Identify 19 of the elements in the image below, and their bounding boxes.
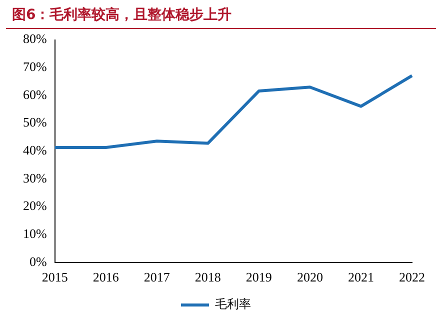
x-tick-label: 2015 <box>42 270 68 285</box>
chart-title: 图6：毛利率较高，且整体稳步上升 <box>6 0 436 29</box>
x-tick-label: 2018 <box>194 270 221 285</box>
x-tick-label: 2019 <box>246 270 272 285</box>
y-tick-label: 60% <box>22 86 47 102</box>
y-tick-label: 30% <box>22 170 47 186</box>
y-tick-label: 40% <box>22 142 47 158</box>
y-tick-label: 20% <box>22 198 47 214</box>
x-tick-label: 2016 <box>92 270 120 285</box>
y-tick-label: 80% <box>22 31 47 46</box>
legend-label: 毛利率 <box>215 297 251 312</box>
x-tick-label: 2022 <box>399 270 425 285</box>
y-tick-label: 10% <box>22 226 47 241</box>
x-tick-label: 2017 <box>144 270 170 285</box>
x-tick-label: 2020 <box>296 270 323 285</box>
y-tick-label: 50% <box>22 114 47 130</box>
x-tick-label: 2021 <box>348 270 374 285</box>
y-tick-label: 70% <box>22 59 47 74</box>
y-tick-label: 0% <box>29 254 47 269</box>
